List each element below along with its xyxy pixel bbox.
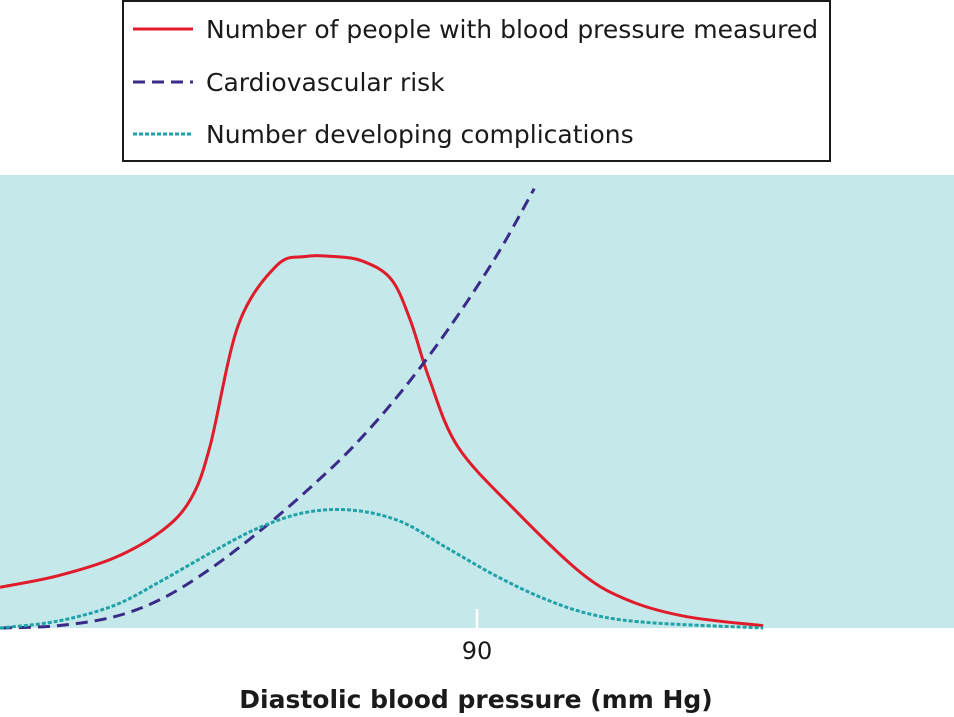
- series-line-complications: [0, 507, 764, 630]
- series-line-cardiovascular-risk: [0, 187, 536, 630]
- series-line-people-measured: [0, 254, 764, 628]
- legend-label-people-measured: Number of people with blood pressure mea…: [206, 15, 818, 44]
- x-axis-title: Diastolic blood pressure (mm Hg): [239, 685, 712, 714]
- legend-label-complications: Number developing complications: [206, 120, 634, 149]
- legend-label-cardiovascular-risk: Cardiovascular risk: [206, 68, 445, 97]
- x-tick-label-90: 90: [462, 637, 493, 665]
- legend: Number of people with blood pressure mea…: [122, 0, 831, 162]
- legend-box: [122, 0, 831, 162]
- plot-area: [0, 175, 954, 628]
- series-layer: [0, 187, 764, 630]
